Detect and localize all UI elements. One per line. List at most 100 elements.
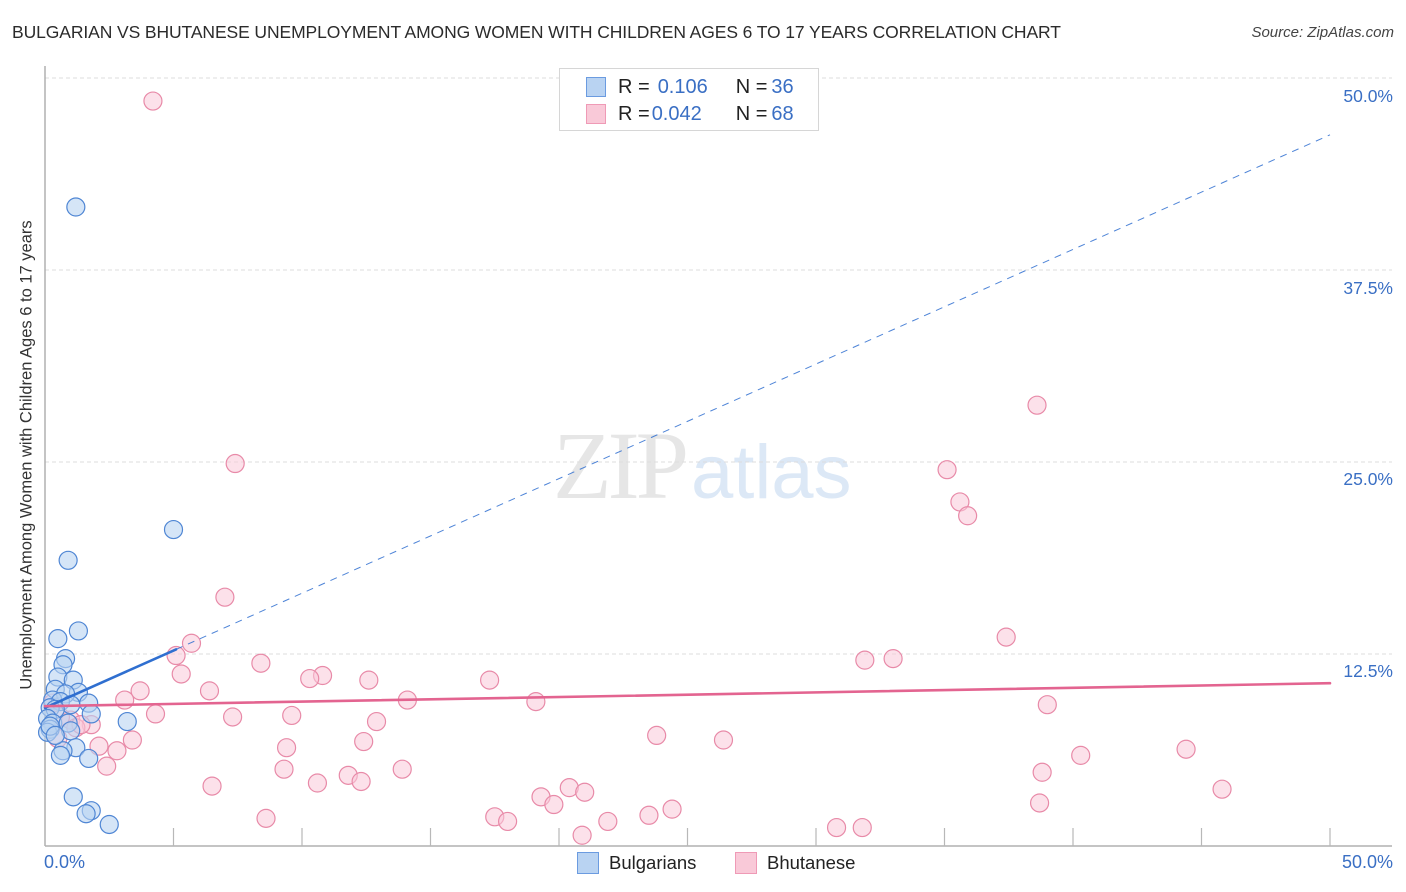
bhutanese-point — [89, 736, 109, 756]
n-label: N = — [735, 102, 768, 125]
bulgarians-point — [58, 550, 78, 570]
bhutanese-points — [43, 91, 1232, 845]
x-tick-max: 50.0% — [1341, 852, 1393, 872]
legend-item-bhutanese[interactable]: Bhutanese — [735, 852, 855, 874]
bulgarians-point — [163, 519, 184, 540]
bhutanese-point — [852, 817, 872, 838]
bhutanese-point — [251, 653, 271, 673]
bhutanese-point — [937, 460, 957, 480]
bhutanese-point — [276, 738, 297, 758]
bulgarians-point — [68, 621, 89, 641]
gridlines — [45, 77, 1392, 655]
bhutanese-point — [359, 670, 379, 690]
bhutanese-point — [1176, 739, 1196, 759]
bulgarians-swatch-icon — [586, 77, 606, 97]
bhutanese-point — [1071, 745, 1091, 765]
trend-lines — [43, 134, 1332, 710]
bhutanese-point — [130, 681, 150, 701]
bhutanese-point — [181, 633, 202, 653]
bhutanese-point — [498, 811, 518, 832]
n-value: 68 — [771, 102, 794, 125]
bhutanese-point — [366, 711, 387, 732]
bulgarians-trend-line — [43, 648, 178, 710]
bhutanese-point — [300, 668, 320, 689]
bhutanese-point — [223, 707, 243, 727]
bhutanese-point — [215, 587, 235, 607]
bhutanese-point — [958, 506, 978, 526]
legend-item-bulgarians[interactable]: Bulgarians — [577, 852, 696, 874]
source-label: Source: ZipAtlas.com — [1251, 24, 1394, 41]
bhutanese-swatch-icon — [586, 104, 606, 124]
n-label: N = — [735, 75, 768, 98]
chart-title: BULGARIAN VS BHUTANESE UNEMPLOYMENT AMON… — [12, 22, 1061, 42]
bhutanese-point — [274, 759, 294, 779]
bhutanese-point — [526, 692, 546, 712]
y-tick-12-5: 12.5% — [1343, 661, 1393, 681]
legend-row-bhutanese: R = 0.042 N = 68 — [586, 102, 794, 126]
bhutanese-point — [1029, 793, 1050, 813]
y-tick-37-5: 37.5% — [1343, 278, 1393, 298]
bhutanese-point — [143, 91, 163, 111]
bhutanese-point — [145, 704, 166, 724]
series-legend: Bulgarians Bhutanese — [0, 852, 1406, 878]
y-tick-50: 50.0% — [1343, 86, 1393, 106]
bulgarians-point — [117, 711, 137, 732]
legend-row-bulgarians: R = 0.106 N = 36 — [586, 75, 794, 99]
bhutanese-point — [713, 730, 734, 750]
bhutanese-point — [351, 771, 371, 792]
bhutanese-point — [639, 805, 659, 825]
bulgarians-points — [37, 197, 184, 835]
bhutanese-point — [1032, 762, 1052, 782]
y-tick-25: 25.0% — [1343, 469, 1393, 489]
bhutanese-point — [598, 811, 618, 832]
bulgarians-trend-extension — [175, 134, 1331, 650]
bulgarians-point — [99, 814, 119, 835]
bhutanese-point — [199, 681, 220, 701]
bhutanese-point — [115, 690, 135, 710]
watermark-zip: ZIP — [553, 412, 689, 519]
bhutanese-point — [826, 817, 847, 838]
watermark-atlas: atlas — [691, 430, 852, 515]
bhutanese-point — [107, 741, 127, 761]
bhutanese-point — [122, 730, 142, 750]
bhutanese-point — [480, 670, 500, 690]
bulgarians-point — [63, 787, 83, 807]
bhutanese-point — [171, 664, 191, 684]
r-value: 0.042 — [651, 102, 702, 125]
bulgarians-point — [66, 197, 86, 217]
bhutanese-point — [883, 649, 903, 669]
bhutanese-point — [97, 756, 117, 776]
bhutanese-point — [1027, 395, 1047, 415]
bulgarians-point — [50, 745, 71, 765]
bulgarians-point — [79, 748, 99, 769]
bhutanese-point — [307, 773, 328, 793]
bhutanese-point — [256, 808, 276, 828]
bhutanese-point — [1037, 695, 1057, 715]
bhutanese-point — [202, 776, 222, 796]
legend-label-bulgarians: Bulgarians — [609, 852, 697, 873]
bhutanese-point — [392, 759, 412, 779]
bhutanese-point — [354, 731, 374, 752]
bhutanese-point — [996, 627, 1016, 647]
bulgarians-point — [48, 629, 68, 649]
r-label: R = — [618, 75, 650, 98]
bhutanese-swatch-icon — [735, 852, 757, 874]
r-value: 0.106 — [657, 75, 708, 98]
bhutanese-point — [855, 650, 875, 670]
bulgarians-point — [76, 804, 96, 824]
bhutanese-point — [575, 782, 595, 802]
bhutanese-point — [1212, 779, 1232, 799]
zipatlas-watermark: ZIPatlas — [553, 410, 852, 521]
n-value: 36 — [771, 75, 794, 98]
bulgarians-point — [81, 704, 101, 724]
bulgarians-point — [45, 725, 65, 746]
r-label: R = — [618, 102, 650, 125]
axes — [44, 66, 1392, 847]
y-axis-label: Unemployment Among Women with Children A… — [17, 220, 36, 690]
bhutanese-point — [572, 825, 592, 845]
legend-label-bhutanese: Bhutanese — [767, 852, 856, 873]
correlation-legend: R = 0.106 N = 36 R = 0.042 N = 68 — [559, 68, 819, 131]
bhutanese-point — [282, 705, 302, 726]
bulgarians-swatch-icon — [577, 852, 599, 874]
